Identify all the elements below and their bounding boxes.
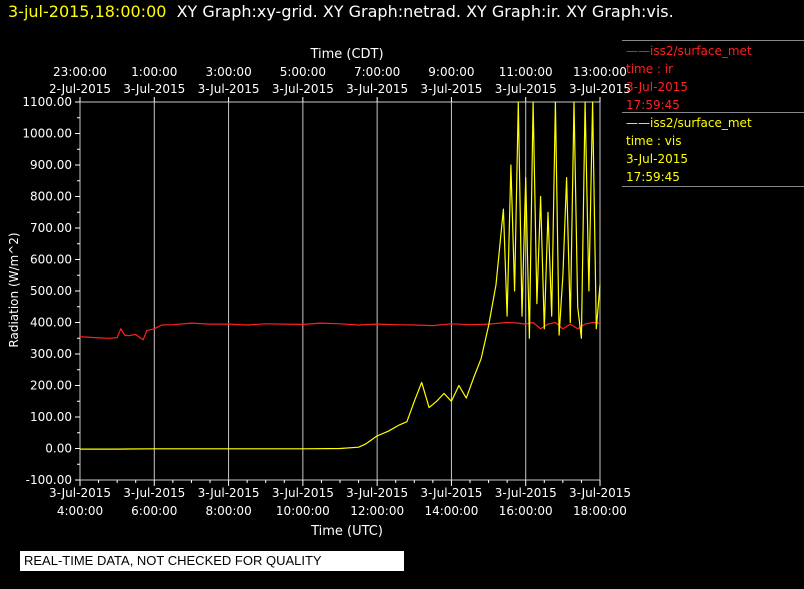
legend-divider-top xyxy=(622,40,804,41)
x-top-tick-date: 3-Jul-2015 xyxy=(495,82,557,96)
legend-vis: ——iss2/surface_met time : vis 3-Jul-2015… xyxy=(626,114,752,186)
x-top-tick-time: 1:00:00 xyxy=(131,65,177,79)
grid-lines xyxy=(153,102,527,480)
x-ticks-utc: 3-Jul-2015 4:00:00 3-Jul-2015 6:00:00 3-Jul-… xyxy=(49,480,631,518)
x-top-tick-date: 3-Jul-2015 xyxy=(272,82,334,96)
x-tick-time: 6:00:00 xyxy=(131,504,177,518)
quality-notice: REAL-TIME DATA, NOT CHECKED FOR QUALITY xyxy=(20,551,404,571)
y-ticks: 1100.00 1000.00 900.00 800.00 700.00 600.00 50… xyxy=(22,95,80,487)
x-tick-time: 18:00:00 xyxy=(573,504,627,518)
legend-ir-time: 17:59:45 xyxy=(626,98,680,112)
legend-vis-variable: time : vis xyxy=(626,134,682,148)
chart-title: 3-jul-2015,18:00:00 XY Graph:xy-grid. XY… xyxy=(8,2,674,21)
y-tick-label: 400.00 xyxy=(30,316,72,330)
legend-vis-date: 3-Jul-2015 xyxy=(626,152,688,166)
y-tick-label: 500.00 xyxy=(30,284,72,298)
legend-vis-source: ——iss2/surface_met xyxy=(626,116,752,130)
legend-ir-source: ——iss2/surface_met xyxy=(626,44,752,58)
x-top-tick-time: 3:00:00 xyxy=(205,65,251,79)
x-top-tick-time: 13:00:00 xyxy=(573,65,627,79)
y-tick-label: 900.00 xyxy=(30,158,72,172)
x-top-tick-time: 5:00:00 xyxy=(280,65,326,79)
legend-ir: ——iss2/surface_met time : ir 3-Jul-2015 … xyxy=(626,42,752,114)
x-top-tick-date: 3-Jul-2015 xyxy=(346,82,408,96)
y-tick-label: 100.00 xyxy=(30,410,72,424)
legend-ir-date: 3-Jul-2015 xyxy=(626,80,688,94)
y-tick-label: 0.00 xyxy=(45,442,72,456)
series-line-vis xyxy=(80,101,601,450)
y-tick-label: 800.00 xyxy=(30,190,72,204)
x-tick-date: 3-Jul-2015 xyxy=(495,486,557,500)
y-tick-label: 1100.00 xyxy=(22,95,72,109)
x-ticks-cdt: 23:00:00 2-Jul-2015 1:00:00 3-Jul-2015 3:00:… xyxy=(49,65,631,102)
x-top-tick-date: 3-Jul-2015 xyxy=(420,82,482,96)
series-line-ir xyxy=(79,321,601,341)
legend-vis-time: 17:59:45 xyxy=(626,170,680,184)
x-tick-date: 3-Jul-2015 xyxy=(346,486,408,500)
y-axis-label: Radiation (W/m^2) xyxy=(7,232,21,347)
y-tick-label: 700.00 xyxy=(30,221,72,235)
x-tick-time: 4:00:00 xyxy=(57,504,103,518)
x-top-tick-time: 23:00:00 xyxy=(53,65,107,79)
legend-divider-middle xyxy=(622,112,804,113)
x-tick-date: 3-Jul-2015 xyxy=(123,486,185,500)
x-top-tick-time: 9:00:00 xyxy=(428,65,474,79)
x-top-tick-date: 3-Jul-2015 xyxy=(198,82,260,96)
x-top-tick-date: 2-Jul-2015 xyxy=(49,82,111,96)
y-tick-label: 300.00 xyxy=(30,347,72,361)
title-datetime: 3-jul-2015,18:00:00 xyxy=(8,2,167,21)
x-top-tick-time: 11:00:00 xyxy=(499,65,553,79)
y-tick-label: 600.00 xyxy=(30,253,72,267)
y-tick-label: 200.00 xyxy=(30,379,72,393)
x-tick-time: 16:00:00 xyxy=(499,504,553,518)
x-tick-time: 8:00:00 xyxy=(205,504,251,518)
x-top-tick-date: 3-Jul-2015 xyxy=(123,82,185,96)
x-tick-time: 14:00:00 xyxy=(424,504,478,518)
x-top-tick-date: 3-Jul-2015 xyxy=(569,82,631,96)
x-tick-date: 3-Jul-2015 xyxy=(272,486,334,500)
x-tick-time: 10:00:00 xyxy=(276,504,330,518)
y-tick-label: -100.00 xyxy=(26,473,72,487)
x-tick-time: 12:00:00 xyxy=(350,504,404,518)
x-axis-label-cdt: Time (CDT) xyxy=(309,47,383,62)
legend-ir-variable: time : ir xyxy=(626,62,674,76)
x-tick-date: 3-Jul-2015 xyxy=(569,486,631,500)
x-tick-date: 3-Jul-2015 xyxy=(198,486,260,500)
series-lines xyxy=(79,101,601,450)
legend-divider-bottom xyxy=(622,186,804,187)
x-axis-label-utc: Time (UTC) xyxy=(310,524,383,539)
x-tick-date: 3-Jul-2015 xyxy=(49,486,111,500)
x-tick-date: 3-Jul-2015 xyxy=(420,486,482,500)
title-graphs: XY Graph:xy-grid. XY Graph:netrad. XY Gr… xyxy=(176,2,674,21)
y-tick-label: 1000.00 xyxy=(22,127,72,141)
x-top-tick-time: 7:00:00 xyxy=(354,65,400,79)
